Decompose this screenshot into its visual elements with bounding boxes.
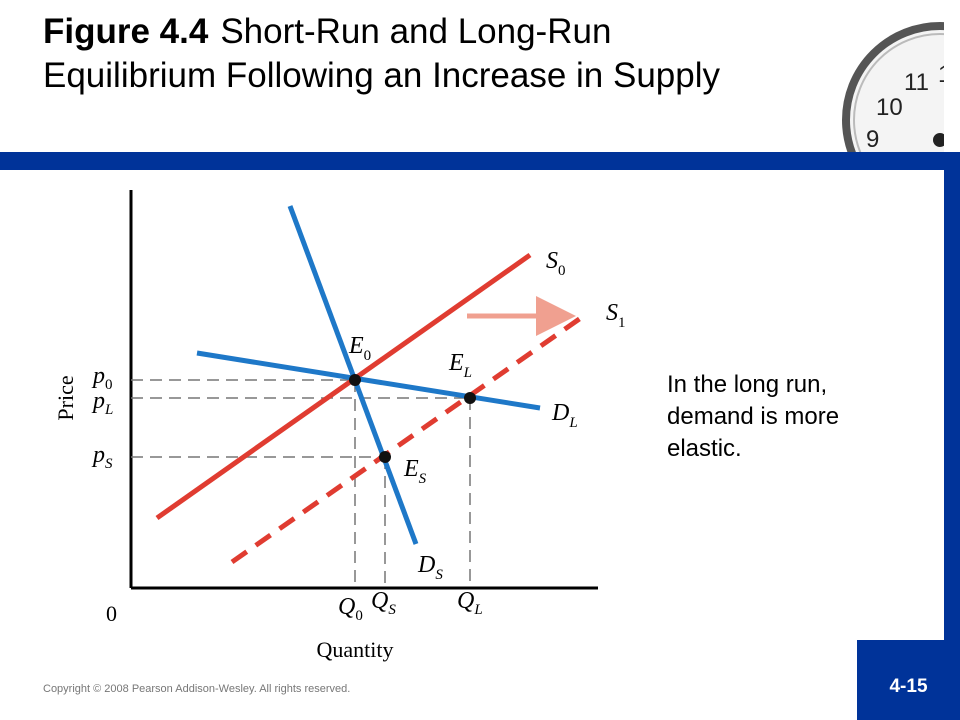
supply-curve-s1 — [230, 312, 587, 565]
origin-label: 0 — [106, 601, 117, 626]
label-e0: E0 — [348, 333, 371, 364]
label-pl: pL — [91, 388, 113, 418]
page-tab — [857, 640, 960, 720]
label-es: ES — [403, 456, 427, 487]
label-p0: p0 — [91, 363, 113, 393]
svg-text:12: 12 — [938, 61, 944, 88]
point-es — [379, 451, 391, 463]
label-ql: QL — [457, 588, 483, 618]
label-s1: S1 — [606, 300, 626, 331]
side-band — [944, 152, 960, 720]
page-number: 4-15 — [889, 676, 928, 697]
copyright: Copyright © 2008 Pearson Addison-Wesley.… — [43, 683, 351, 695]
clock-icon: 12 11 10 9 — [842, 22, 944, 152]
header-band — [0, 152, 960, 170]
label-ps: pS — [91, 442, 113, 472]
slide-title: Figure 4.4 Short-Run and Long-Run Equilib… — [43, 10, 743, 98]
label-qs: QS — [371, 588, 396, 618]
point-e0 — [349, 374, 361, 386]
label-q0: Q0 — [338, 594, 363, 624]
label-ds: DS — [417, 552, 443, 583]
note-text: In the long run, demand is more elastic. — [667, 371, 840, 462]
label-el: EL — [448, 350, 472, 381]
label-dl: DL — [551, 400, 578, 431]
supply-curve-s0 — [155, 252, 532, 521]
svg-text:10: 10 — [876, 94, 903, 121]
label-s0: S0 — [546, 248, 566, 279]
figure-number: Figure 4.4 — [43, 12, 209, 51]
y-axis-label: Price — [53, 375, 78, 420]
x-axis-label: Quantity — [317, 637, 394, 662]
point-el — [464, 392, 476, 404]
svg-text:11: 11 — [904, 69, 929, 96]
svg-text:9: 9 — [866, 126, 879, 152]
figure-title: Short-Run and Long-Run Equilibrium Follo… — [43, 12, 721, 95]
demand-curve-dl — [196, 350, 541, 411]
